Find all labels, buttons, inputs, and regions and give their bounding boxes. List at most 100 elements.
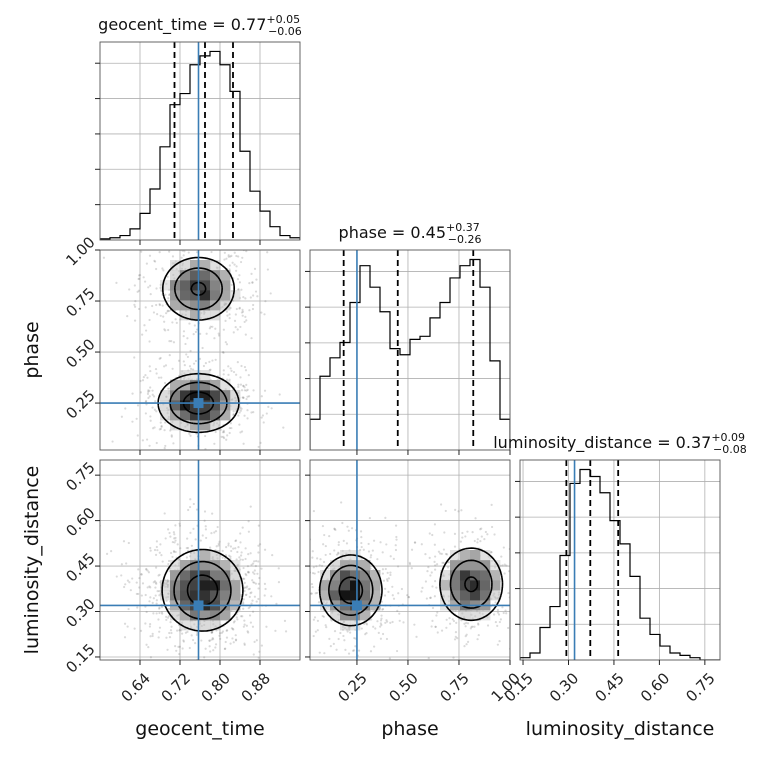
- scatter-point: [327, 567, 330, 570]
- scatter-point: [158, 573, 161, 576]
- scatter-point: [221, 630, 225, 633]
- scatter-point: [500, 555, 503, 558]
- scatter-point: [224, 341, 227, 344]
- density-cell: [210, 390, 221, 401]
- scatter-point: [154, 367, 158, 371]
- scatter-point: [133, 356, 136, 359]
- scatter-point: [325, 626, 328, 629]
- scatter-point: [389, 621, 392, 624]
- density-cell: [230, 570, 241, 581]
- scatter-point: [228, 313, 231, 316]
- density-cell: [190, 280, 201, 291]
- scatter-point: [433, 543, 436, 546]
- scatter-point: [452, 619, 456, 623]
- scatter-point: [152, 581, 155, 584]
- scatter-point: [145, 567, 148, 571]
- scatter-point: [263, 594, 266, 597]
- density-cell: [490, 560, 501, 571]
- scatter-point: [245, 383, 248, 386]
- xtick-label-phase: 0.50: [386, 669, 422, 705]
- density-cell: [440, 580, 451, 591]
- scatter-point: [166, 275, 169, 278]
- scatter-point: [155, 602, 158, 605]
- scatter-point: [379, 625, 382, 628]
- density-cell: [460, 560, 471, 571]
- contour-level-1: [169, 267, 228, 425]
- scatter-point: [180, 256, 183, 259]
- scatter-point: [368, 516, 371, 520]
- ytick-label-luminosity_distance: 0.45: [62, 549, 98, 585]
- scatter-point: [189, 434, 192, 437]
- scatter-point: [263, 582, 267, 585]
- scatter-point: [230, 212, 232, 214]
- scatter-point: [208, 639, 211, 642]
- scatter-point: [317, 570, 320, 574]
- scatter-point: [225, 257, 228, 260]
- scatter-point: [235, 265, 238, 268]
- scatter-point: [387, 590, 390, 593]
- density-cell: [470, 560, 481, 571]
- scatter-point: [365, 622, 368, 625]
- scatter-point: [217, 542, 220, 545]
- scatter-point: [215, 545, 218, 548]
- scatter-point: [257, 656, 260, 659]
- scatter-point: [220, 435, 223, 439]
- scatter-point: [148, 340, 151, 343]
- frame-hist-phase: [309, 249, 511, 451]
- scatter-point: [149, 293, 152, 296]
- scatter-point: [236, 278, 240, 281]
- scatter-point: [195, 251, 199, 254]
- scatter-point: [211, 636, 214, 640]
- scatter-point: [137, 592, 140, 596]
- scatter-point: [490, 551, 493, 554]
- xaxis-label-geocent_time: geocent_time: [135, 718, 264, 740]
- scatter-point: [148, 585, 151, 588]
- scatter-point: [249, 552, 252, 555]
- scatter-point: [260, 395, 263, 398]
- scatter-point: [380, 617, 383, 620]
- scatter-point: [253, 595, 256, 598]
- density-cell: [160, 410, 171, 421]
- scatter-point: [243, 586, 247, 589]
- scatter-point: [170, 434, 173, 437]
- scatter-point: [241, 615, 244, 618]
- density-cell: [210, 570, 221, 581]
- scatter-point: [454, 635, 457, 638]
- scatter-point: [476, 638, 479, 641]
- scatter-point: [204, 434, 207, 438]
- scatter-point: [126, 315, 129, 318]
- scatter-point: [131, 577, 134, 580]
- scatter-point: [360, 627, 363, 630]
- scatter-point: [493, 613, 496, 616]
- scatter-point: [252, 653, 255, 656]
- scatter-point: [461, 531, 464, 535]
- scatter-point: [238, 306, 241, 309]
- scatter-point: [384, 587, 387, 590]
- scatter-point: [175, 245, 177, 247]
- scatter-point: [249, 296, 252, 299]
- scatter-point: [539, 594, 541, 596]
- density-cell: [470, 550, 481, 561]
- density-cell: [330, 610, 341, 621]
- scatter-point: [391, 620, 394, 624]
- scatter-point: [163, 512, 166, 515]
- scatter-point: [242, 607, 245, 610]
- scatter-point: [312, 566, 315, 569]
- density-cell: [440, 570, 451, 581]
- scatter-point: [469, 627, 472, 630]
- scatter-point: [382, 579, 386, 582]
- scatter-point: [198, 357, 202, 360]
- xtick-label-luminosity_distance: 0.45: [591, 669, 627, 705]
- scatter-point: [357, 649, 361, 652]
- scatter-point: [278, 393, 281, 396]
- scatter-point: [394, 548, 398, 552]
- scatter-point: [251, 579, 254, 582]
- scatter-point: [502, 546, 505, 549]
- scatter-point: [235, 254, 238, 258]
- scatter-point: [284, 630, 288, 633]
- scatter-point: [190, 455, 192, 457]
- scatter-point: [235, 307, 238, 311]
- scatter-point: [247, 530, 250, 533]
- scatter-point: [247, 520, 250, 523]
- scatter-point: [149, 586, 152, 589]
